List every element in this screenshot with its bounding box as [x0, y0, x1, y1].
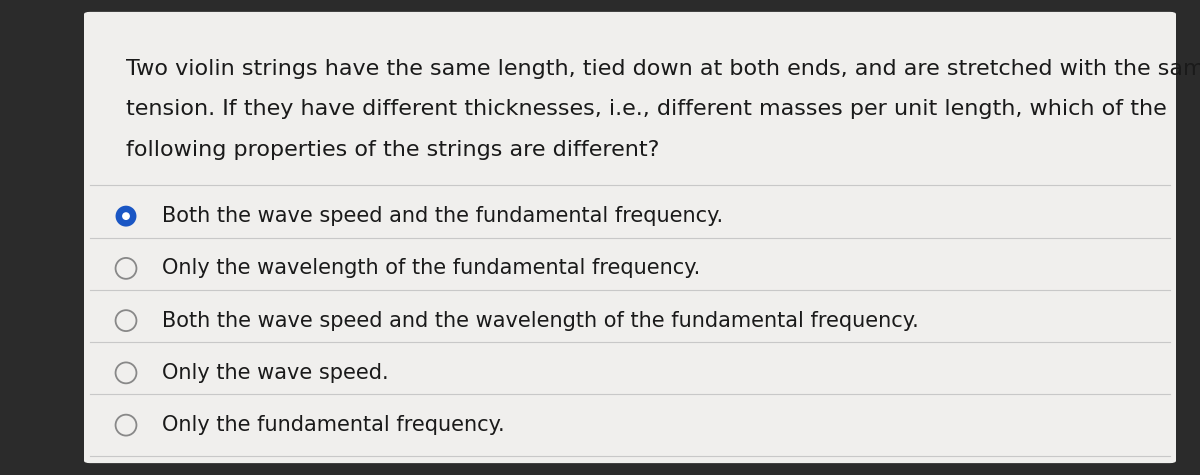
Text: Only the wavelength of the fundamental frequency.: Only the wavelength of the fundamental f…: [162, 258, 701, 278]
Text: Both the wave speed and the wavelength of the fundamental frequency.: Both the wave speed and the wavelength o…: [162, 311, 919, 331]
Ellipse shape: [115, 415, 137, 436]
Ellipse shape: [115, 258, 137, 279]
Ellipse shape: [115, 310, 137, 331]
Text: following properties of the strings are different?: following properties of the strings are …: [126, 140, 659, 160]
Text: Only the wave speed.: Only the wave speed.: [162, 363, 389, 383]
Text: Two violin strings have the same length, tied down at both ends, and are stretch: Two violin strings have the same length,…: [126, 59, 1200, 79]
FancyBboxPatch shape: [84, 12, 1176, 463]
Text: tension. If they have different thicknesses, i.e., different masses per unit len: tension. If they have different thicknes…: [126, 99, 1166, 119]
Text: Only the fundamental frequency.: Only the fundamental frequency.: [162, 415, 505, 435]
Ellipse shape: [115, 206, 137, 227]
Text: Both the wave speed and the fundamental frequency.: Both the wave speed and the fundamental …: [162, 206, 724, 226]
Ellipse shape: [115, 362, 137, 383]
Ellipse shape: [122, 212, 130, 220]
